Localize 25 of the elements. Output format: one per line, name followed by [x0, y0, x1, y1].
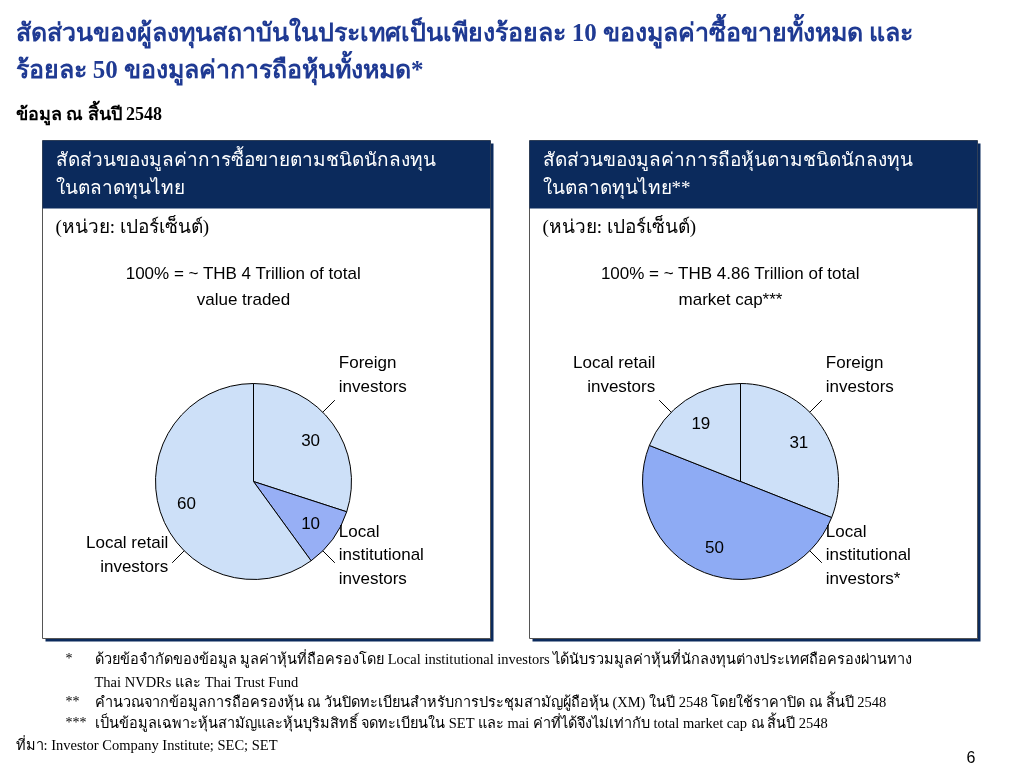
- data-label: 31: [789, 432, 809, 452]
- slice-label: Local retail investors: [572, 353, 656, 397]
- text: ที่มา: Investor Company Institute; SEC; SET: [15, 734, 278, 753]
- slice-label: Local institutional investors: [338, 521, 424, 589]
- text: * ด้วยข้อจำกัดของข้อมูล มูลค่าหุ้นที่ถือครองโดย Local institutional investors ได้นับรวมมูลค่าหุ้นที่นักลงทุนต่างประเทศถือครองผ่านทาง Thai NVDRs และ Thai Trust Fund: [65, 650, 913, 690]
- slice-label: Foreign investors: [338, 353, 407, 397]
- data-label: 50: [705, 538, 724, 558]
- slice-label: Local retail investors: [85, 533, 169, 577]
- data-label: 60: [176, 494, 196, 514]
- text: *** เป็นข้อมูลเฉพาะหุ้นสามัญและหุ้นบุริมสิทธิ์ จดทะเบียนใน SET และ mai ค่าที่ได้จึงไม่เท่ากับ total market cap ณ สิ้นปี 2548: [65, 712, 828, 732]
- chart-subtitle: (หน่วย: เปอร์เซ็นต์): [55, 213, 210, 238]
- text: 6: [966, 748, 976, 766]
- text: 100% = ~ THB 4.86 Trillion of total market cap***: [600, 263, 860, 310]
- data-label: 30: [301, 431, 321, 451]
- data-label: 10: [301, 513, 321, 533]
- chart-title: สัดส่วนของมูลค่าการซื้อขายตามชนิดนักลงทุน ในตลาดทุนไทย: [55, 145, 436, 200]
- text: ** คำนวณจากข้อมูลการถือครองหุ้น ณ วันปิดทะเบียนสำหรับการประชุมสามัญผู้ถือหุ้น (XM) ในปี 2548 โดยใช้ราคาปิด ณ สิ้นปี 2548: [65, 690, 887, 711]
- slice-label: Foreign investors: [825, 353, 894, 397]
- text: สัดส่วนของผู้ลงทุนสถาบันในประเทศเป็นเพียงร้อยละ 10 ของมูลค่าซื้อขายทั้งหมด และ ร้อยละ 50 ของมูลค่าการถือหุ้นทั้งหมด*: [15, 12, 914, 86]
- text: ข้อมูล ณ สิ้นปี 2548: [15, 99, 162, 126]
- chart-title: สัดส่วนของมูลค่าการถือหุ้นตามชนิดนักลงทุน ในตลาดทุนไทย**: [542, 148, 913, 200]
- chart-subtitle: (หน่วย: เปอร์เซ็นต์): [542, 213, 697, 238]
- data-label: 19: [691, 414, 711, 434]
- text: 100% = ~ THB 4 Trillion of total value traded: [125, 263, 361, 310]
- slice-label: Local institutional investors*: [825, 521, 911, 589]
